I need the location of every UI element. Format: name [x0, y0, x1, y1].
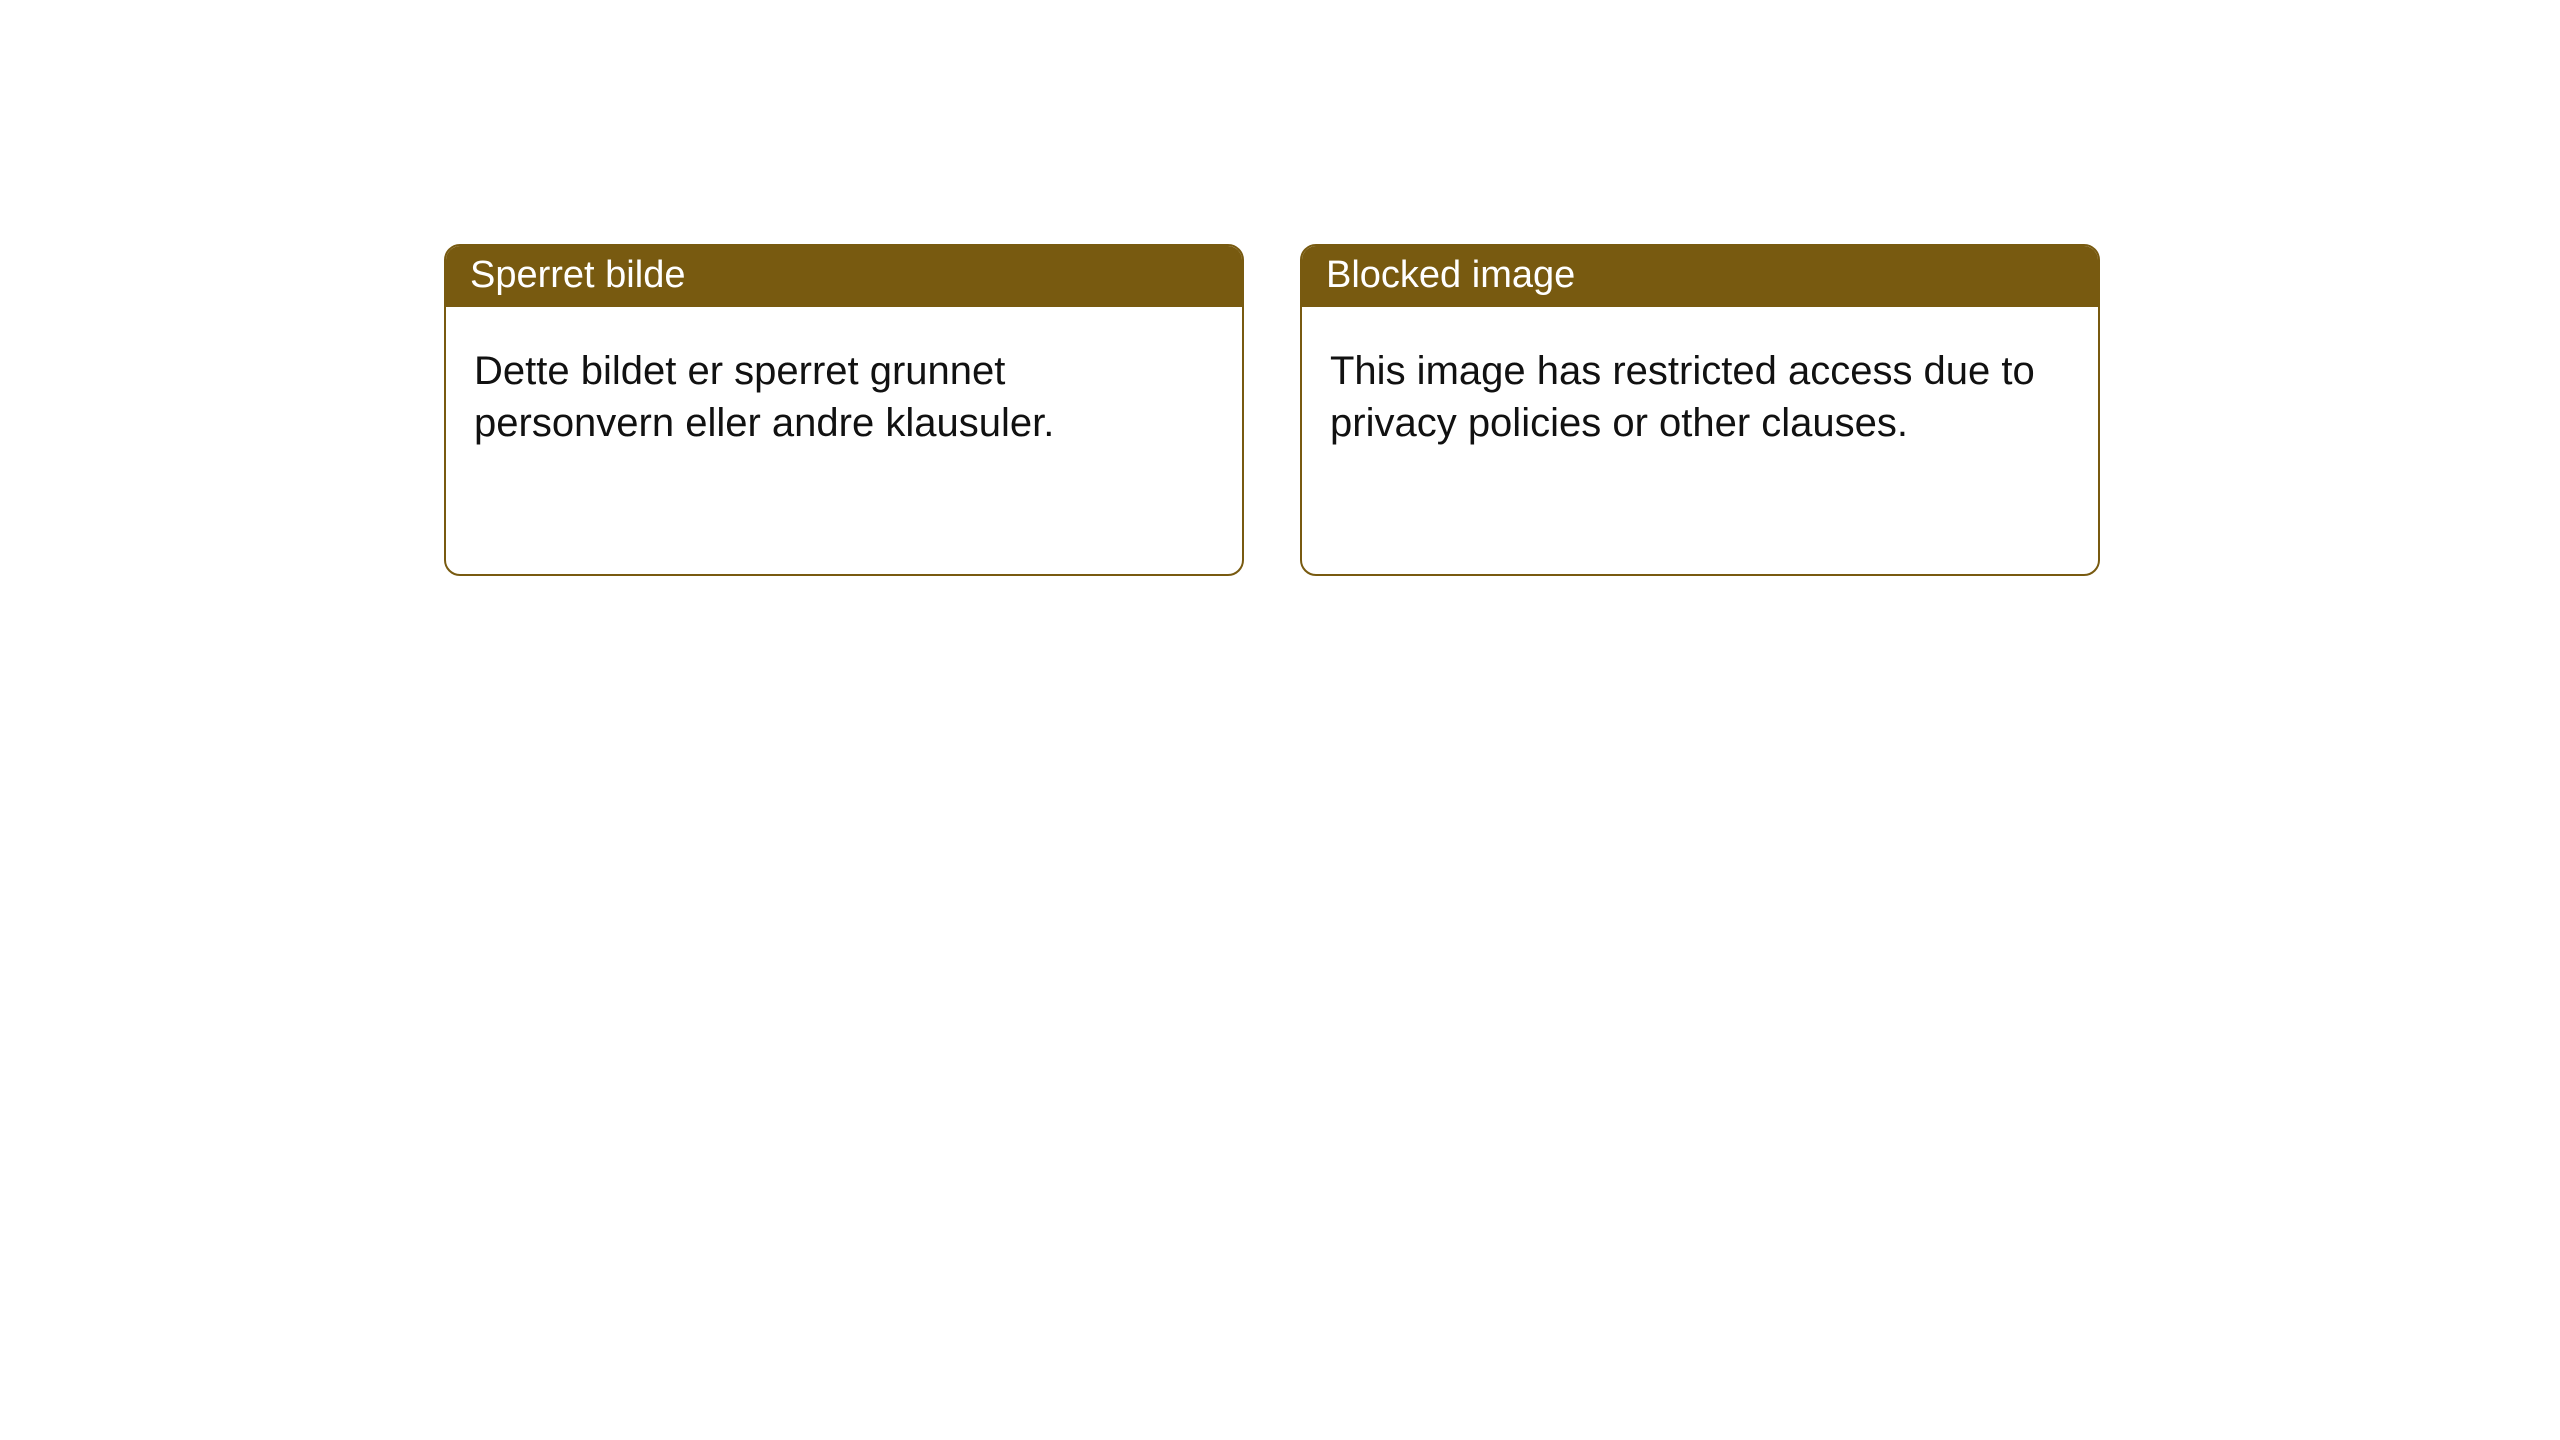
notice-box-norwegian: Sperret bilde Dette bildet er sperret gr…	[444, 244, 1244, 576]
notice-box-english: Blocked image This image has restricted …	[1300, 244, 2100, 576]
notice-body-norwegian: Dette bildet er sperret grunnet personve…	[446, 307, 1242, 477]
notice-body-english: This image has restricted access due to …	[1302, 307, 2098, 477]
notice-container: Sperret bilde Dette bildet er sperret gr…	[0, 0, 2560, 576]
notice-title-english: Blocked image	[1302, 246, 2098, 307]
notice-title-norwegian: Sperret bilde	[446, 246, 1242, 307]
